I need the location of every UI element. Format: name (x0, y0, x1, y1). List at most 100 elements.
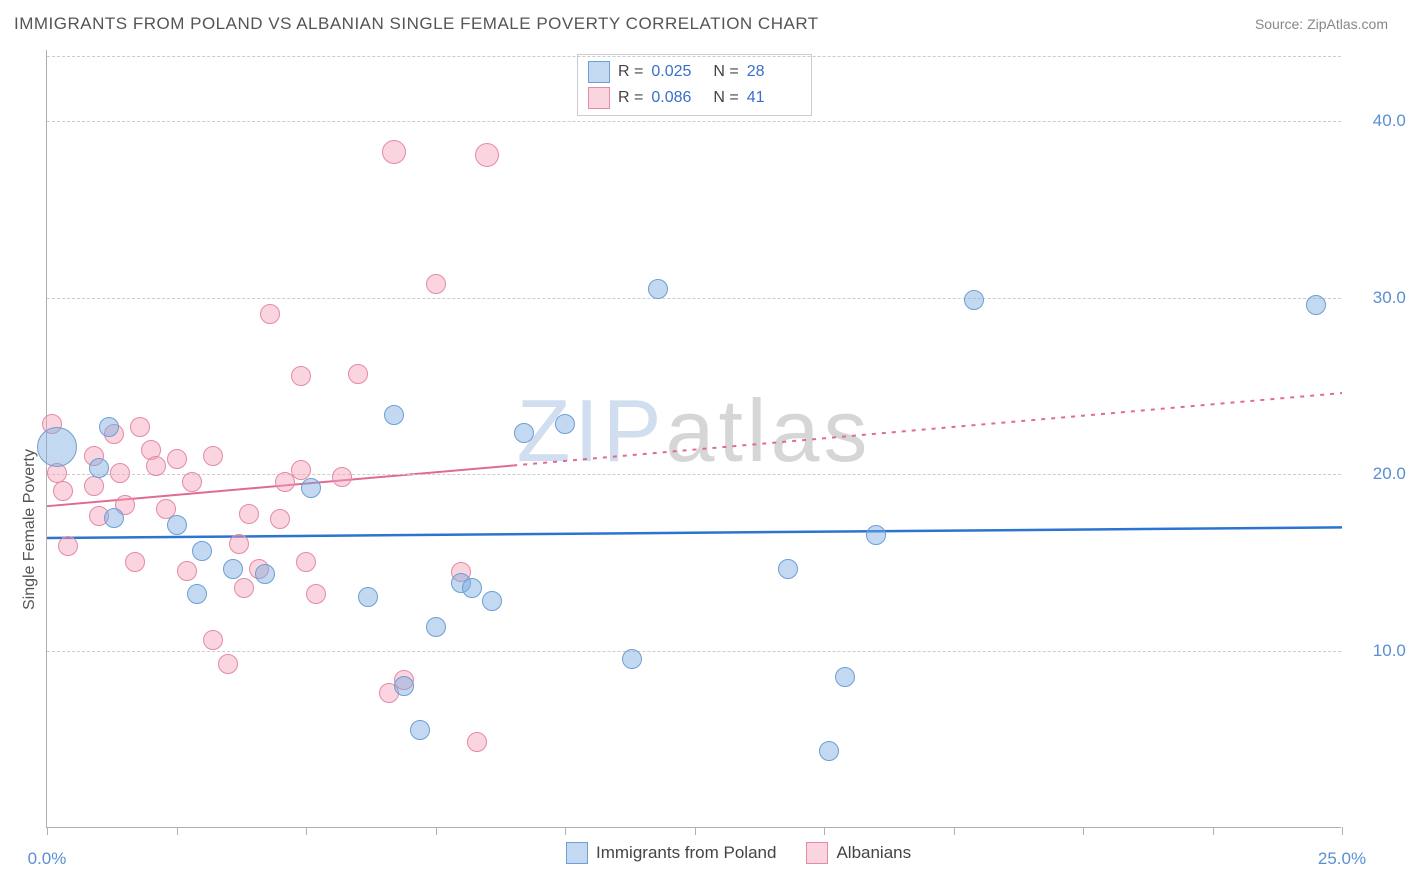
y-axis-label: Single Female Poverty (21, 449, 39, 610)
legend-n-label: N = (713, 89, 738, 107)
grid-line (47, 121, 1341, 122)
legend-n-label: N = (713, 63, 738, 81)
grid-line (47, 56, 1341, 57)
x-tick (436, 827, 437, 835)
poland-point (99, 417, 119, 437)
chart-plot-area: ZIPatlas Single Female Poverty R =0.025N… (46, 50, 1341, 828)
albanians-point (110, 463, 130, 483)
albanians-point (84, 476, 104, 496)
legend-item-albanians: Albanians (806, 842, 911, 864)
stats-legend: R = 0.025 N = 28 R = 0.086 N = 41 (577, 54, 812, 116)
y-tick-label: 40.0% (1351, 111, 1406, 131)
poland-point (819, 741, 839, 761)
stats-legend-row-poland: R = 0.025 N = 28 (588, 59, 801, 85)
legend-n-value: 28 (747, 63, 801, 81)
poland-point (866, 525, 886, 545)
poland-point (462, 578, 482, 598)
poland-point (37, 427, 77, 467)
x-tick (954, 827, 955, 835)
poland-point (514, 423, 534, 443)
legend-n-value: 41 (747, 89, 801, 107)
poland-point (426, 617, 446, 637)
chart-title: IMMIGRANTS FROM POLAND VS ALBANIAN SINGL… (14, 14, 819, 34)
legend-label: Immigrants from Poland (596, 843, 776, 863)
poland-point (482, 591, 502, 611)
x-tick (47, 827, 48, 835)
poland-point (778, 559, 798, 579)
albanians-point (306, 584, 326, 604)
albanians-point (125, 552, 145, 572)
albanians-point (229, 534, 249, 554)
source-attribution: Source: ZipAtlas.com (1255, 16, 1388, 32)
poland-point (358, 587, 378, 607)
albanians-point (291, 366, 311, 386)
y-tick-label: 20.0% (1351, 464, 1406, 484)
series-legend: Immigrants from Poland Albanians (566, 842, 911, 864)
legend-swatch (806, 842, 828, 864)
x-tick (1213, 827, 1214, 835)
albanians-point (234, 578, 254, 598)
poland-point (410, 720, 430, 740)
poland-point (1306, 295, 1326, 315)
y-tick-label: 10.0% (1351, 641, 1406, 661)
grid-line (47, 474, 1341, 475)
albanians-point (167, 449, 187, 469)
poland-point (223, 559, 243, 579)
legend-r-label: R = (618, 89, 643, 107)
x-tick (177, 827, 178, 835)
legend-r-label: R = (618, 63, 643, 81)
albanians-point (382, 140, 406, 164)
albanians-point (218, 654, 238, 674)
trend-line (513, 393, 1342, 465)
poland-point (394, 676, 414, 696)
legend-swatch (566, 842, 588, 864)
poland-point (301, 478, 321, 498)
poland-point (89, 458, 109, 478)
legend-r-value: 0.025 (651, 63, 705, 81)
albanians-point (260, 304, 280, 324)
albanians-point (348, 364, 368, 384)
x-tick (565, 827, 566, 835)
albanians-point (182, 472, 202, 492)
poland-point (964, 290, 984, 310)
albanians-point (270, 509, 290, 529)
x-tick (1342, 827, 1343, 835)
grid-line (47, 298, 1341, 299)
albanians-point (332, 467, 352, 487)
stats-legend-row-albanians: R = 0.086 N = 41 (588, 85, 801, 111)
legend-item-poland: Immigrants from Poland (566, 842, 776, 864)
x-tick (306, 827, 307, 835)
legend-swatch (588, 87, 610, 109)
poland-point (255, 564, 275, 584)
albanians-point (467, 732, 487, 752)
poland-point (187, 584, 207, 604)
albanians-point (239, 504, 259, 524)
poland-point (622, 649, 642, 669)
poland-point (555, 414, 575, 434)
poland-point (167, 515, 187, 535)
y-tick-label: 30.0% (1351, 288, 1406, 308)
legend-r-value: 0.086 (651, 89, 705, 107)
x-tick-label: 0.0% (28, 849, 67, 869)
legend-swatch (588, 61, 610, 83)
poland-point (192, 541, 212, 561)
albanians-point (475, 143, 499, 167)
x-tick (824, 827, 825, 835)
albanians-point (146, 456, 166, 476)
albanians-point (203, 446, 223, 466)
albanians-point (58, 536, 78, 556)
albanians-point (53, 481, 73, 501)
poland-point (648, 279, 668, 299)
poland-point (104, 508, 124, 528)
x-tick (695, 827, 696, 835)
poland-point (384, 405, 404, 425)
albanians-point (426, 274, 446, 294)
albanians-point (130, 417, 150, 437)
legend-label: Albanians (836, 843, 911, 863)
albanians-point (203, 630, 223, 650)
trend-lines-layer (47, 50, 1342, 828)
albanians-point (296, 552, 316, 572)
x-tick-label: 25.0% (1318, 849, 1366, 869)
grid-line (47, 651, 1341, 652)
albanians-point (177, 561, 197, 581)
